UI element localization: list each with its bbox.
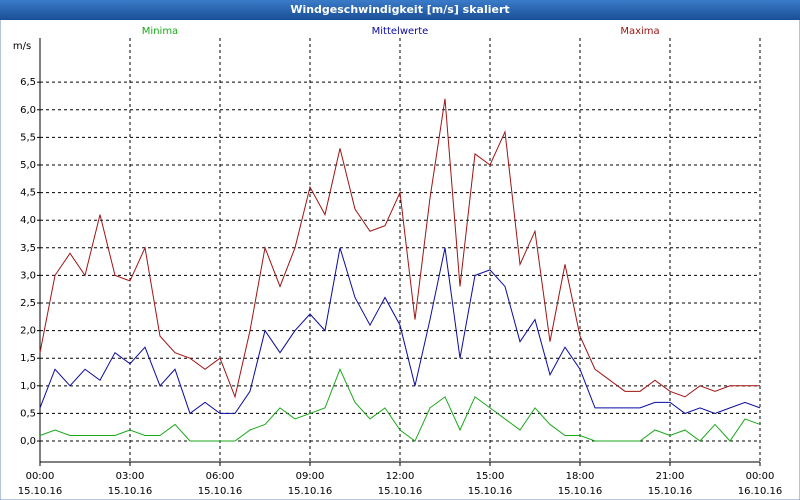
x-tick-date: 15.10.16 — [198, 486, 243, 497]
x-tick-label: 12:00 — [386, 471, 415, 482]
x-tick-label: 09:00 — [296, 471, 325, 482]
x-tick-date: 16.10.16 — [738, 486, 783, 497]
x-tick-date: 15.10.16 — [558, 486, 603, 497]
x-tick-label: 15:00 — [476, 471, 505, 482]
y-tick-label: 6,5 — [20, 77, 36, 88]
series-line — [39, 247, 761, 415]
y-tick-label: 5,0 — [20, 160, 36, 171]
title-bar — [0, 0, 800, 20]
series-line — [39, 98, 760, 399]
y-tick-label: 0,5 — [20, 408, 36, 419]
y-tick-label: 4,0 — [20, 215, 36, 226]
legend-entry: Maxima — [620, 26, 659, 37]
y-tick-label: 3,5 — [20, 243, 36, 254]
chart-title: Windgeschwindigkeit [m/s] skaliert — [290, 3, 509, 16]
x-tick-label: 06:00 — [206, 471, 235, 482]
x-tick-label: 03:00 — [116, 471, 145, 482]
x-tick-date: 15.10.16 — [18, 486, 63, 497]
x-tick-label: 21:00 — [656, 471, 685, 482]
legend-entry: Minima — [142, 26, 178, 37]
y-tick-label: 4,5 — [20, 188, 36, 199]
y-tick-label: 3,0 — [20, 270, 36, 281]
y-tick-label: 6,0 — [20, 105, 36, 116]
series-line — [39, 367, 761, 442]
y-tick-label: 1,0 — [20, 381, 36, 392]
y-tick-label: 2,5 — [20, 298, 36, 309]
x-tick-label: 18:00 — [566, 471, 595, 482]
x-tick-date: 15.10.16 — [288, 486, 333, 497]
y-axis-label: m/s — [13, 41, 31, 52]
y-tick-label: 1,5 — [20, 353, 36, 364]
x-tick-label: 00:00 — [26, 471, 55, 482]
x-tick-date: 15.10.16 — [108, 486, 153, 497]
x-tick-date: 15.10.16 — [468, 486, 513, 497]
x-tick-date: 15.10.16 — [648, 486, 693, 497]
x-tick-label: 00:00 — [746, 471, 775, 482]
y-tick-label: 5,5 — [20, 132, 36, 143]
legend-entry: Mittelwerte — [372, 26, 429, 37]
y-tick-label: 0,0 — [20, 436, 36, 447]
x-tick-date: 15.10.16 — [378, 486, 423, 497]
y-tick-label: 2,0 — [20, 326, 36, 337]
